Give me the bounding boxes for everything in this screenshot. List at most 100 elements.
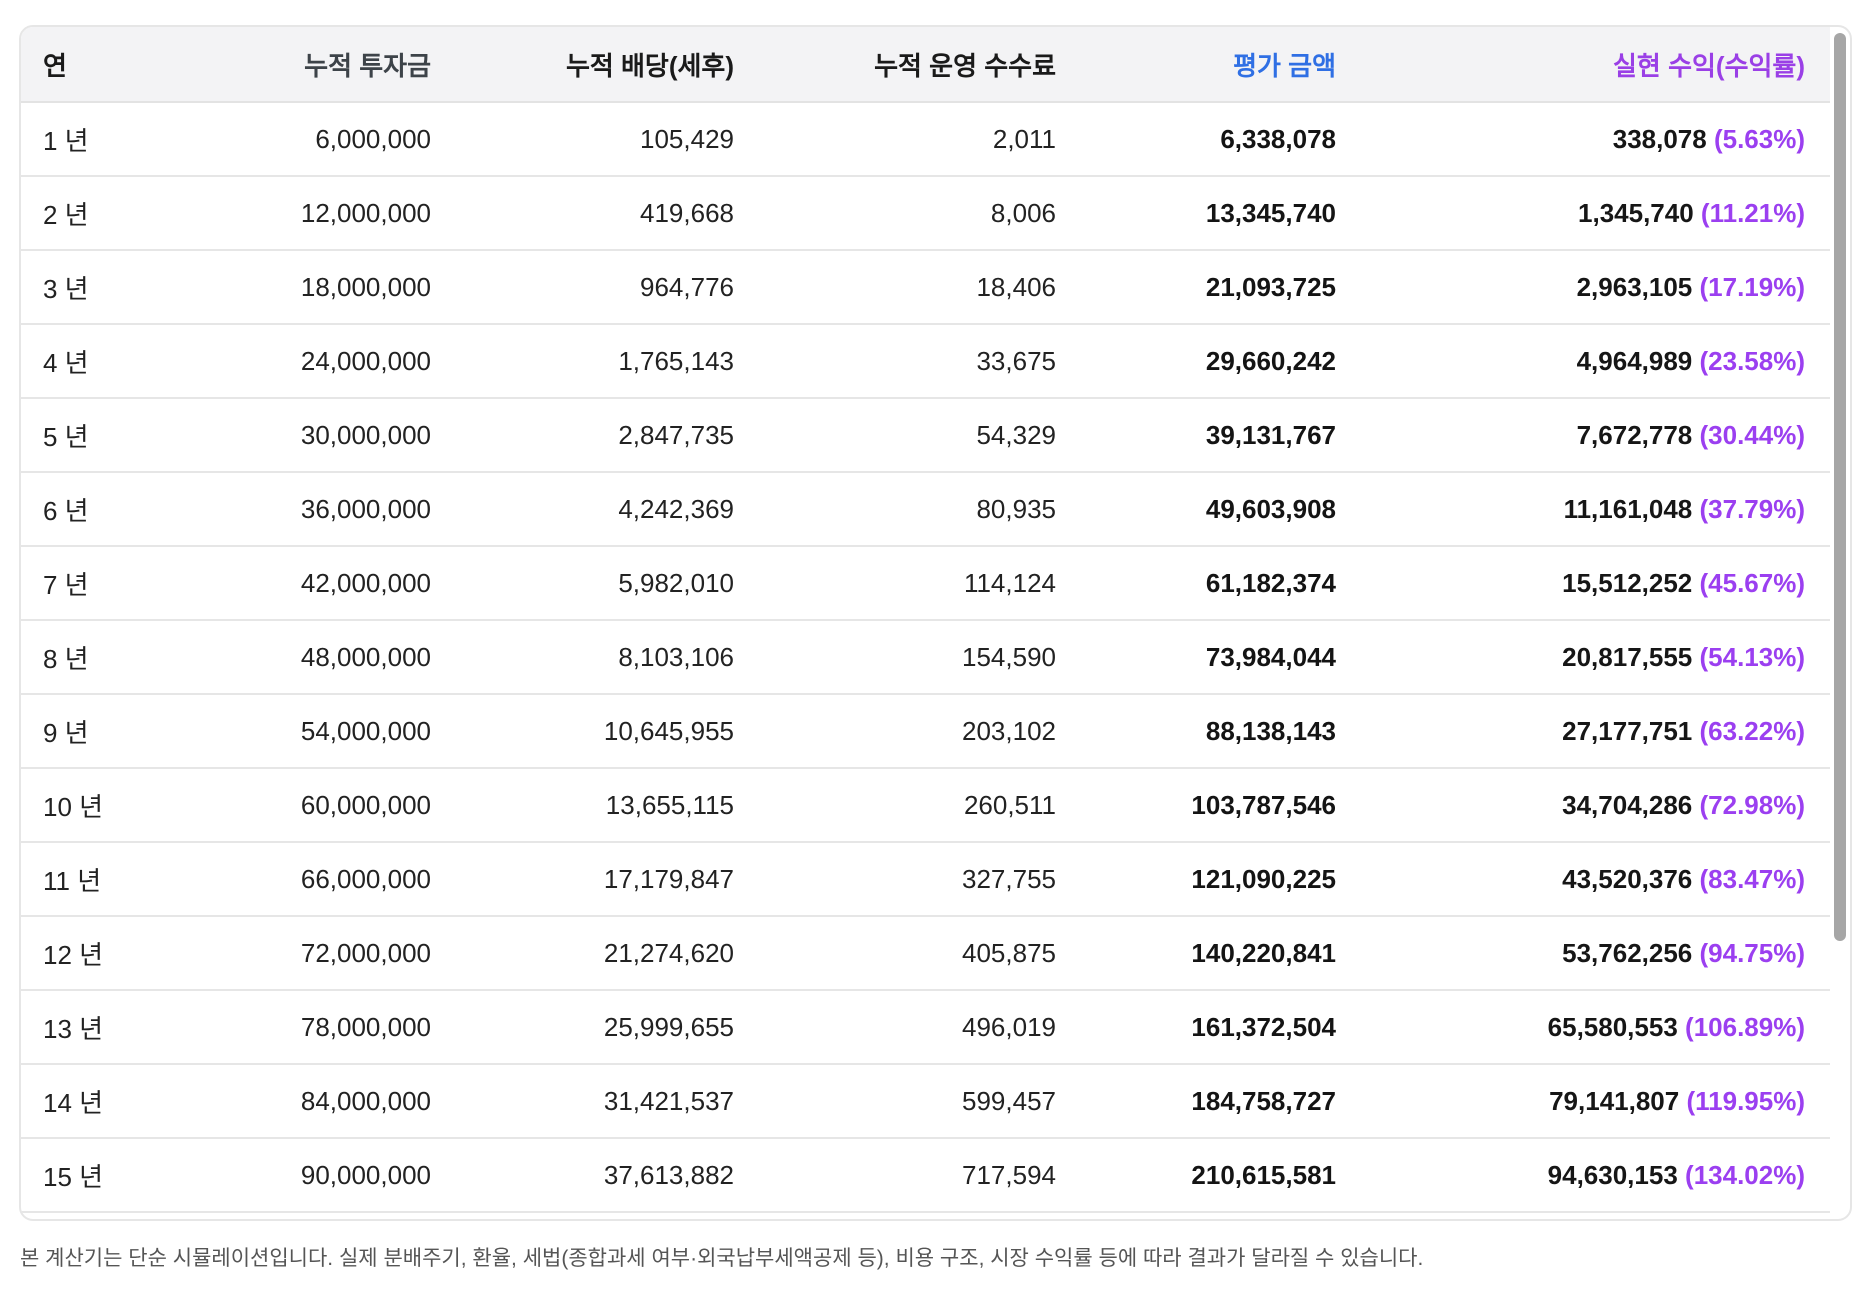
cell-fees: 260,511: [734, 768, 1056, 843]
table-row: 3 년 18,000,000 964,776 18,406 21,093,725 2,96…: [21, 250, 1830, 325]
cell-evaluation: 103,787,546: [1056, 768, 1336, 843]
cell-invested: 60,000,000: [191, 768, 431, 843]
cell-invested: 12,000,000: [191, 176, 431, 251]
cell-profit: 7,672,778 (30.44%): [1336, 398, 1830, 473]
cell-year: 15 년: [21, 1138, 191, 1213]
profit-amount: 1,345,740: [1578, 197, 1694, 228]
table-row: 6 년 36,000,000 4,242,369 80,935 49,603,908 11…: [21, 472, 1830, 547]
cell-evaluation: 88,138,143: [1056, 694, 1336, 769]
cell-invested: 24,000,000: [191, 324, 431, 399]
cell-dividends: 10,645,955: [431, 694, 734, 769]
disclaimer-text: 본 계산기는 단순 시뮬레이션입니다. 실제 분배주기, 환율, 세법(종합과세…: [20, 1247, 1424, 1270]
cell-fees: 80,935: [734, 472, 1056, 547]
cell-year: 7 년: [21, 546, 191, 621]
vertical-scrollbar[interactable]: [1834, 33, 1846, 1213]
cell-evaluation: 161,372,504: [1056, 990, 1336, 1065]
cell-profit: 94,630,153 (134.02%): [1336, 1138, 1830, 1213]
cell-dividends: 419,668: [431, 176, 734, 251]
cell-fees: 327,755: [734, 842, 1056, 917]
profit-amount: 34,704,286: [1562, 789, 1693, 820]
profit-rate: (106.89%): [1685, 1011, 1805, 1042]
profit-amount: 43,520,376: [1562, 863, 1693, 894]
cell-invested: 18,000,000: [191, 250, 431, 325]
cell-fees: 203,102: [734, 694, 1056, 769]
table-row: 1 년 6,000,000 105,429 2,011 6,338,078 338,078…: [21, 102, 1830, 177]
cell-fees: 18,406: [734, 250, 1056, 325]
cell-year: 10 년: [21, 768, 191, 843]
scrollbar-thumb[interactable]: [1834, 33, 1846, 941]
table-row: 13 년 78,000,000 25,999,655 496,019 161,372,5…: [21, 990, 1830, 1065]
cell-profit: 53,762,256 (94.75%): [1336, 916, 1830, 991]
cell-fees: 2,011: [734, 102, 1056, 177]
results-table-card: 연 누적 투자금 누적 배당(세후) 누적 운영 수수료 평가 금액 실현 수익…: [19, 25, 1852, 1221]
cell-year: 5 년: [21, 398, 191, 473]
profit-amount: 79,141,807: [1549, 1085, 1680, 1116]
profit-amount: 20,817,555: [1562, 641, 1693, 672]
profit-rate: (30.44%): [1699, 419, 1806, 450]
cell-year: 3 년: [21, 250, 191, 325]
profit-amount: 4,964,989: [1576, 345, 1693, 376]
cell-profit: 11,161,048 (37.79%): [1336, 472, 1830, 547]
table-header-row: 연 누적 투자금 누적 배당(세후) 누적 운영 수수료 평가 금액 실현 수익…: [21, 27, 1830, 103]
header-year: 연: [21, 27, 191, 103]
profit-amount: 11,161,048: [1563, 493, 1693, 524]
cell-year: 14 년: [21, 1064, 191, 1139]
table-row: 2 년 12,000,000 419,668 8,006 13,345,740 1,345…: [21, 176, 1830, 251]
profit-rate: (17.19%): [1699, 271, 1806, 302]
table-row: 12 년 72,000,000 21,274,620 405,875 140,220,8…: [21, 916, 1830, 991]
cell-invested: 66,000,000: [191, 842, 431, 917]
cell-profit: 4,964,989 (23.58%): [1336, 324, 1830, 399]
header-profit: 실현 수익(수익률): [1336, 27, 1830, 103]
cell-year: 9 년: [21, 694, 191, 769]
cell-profit: 27,177,751 (63.22%): [1336, 694, 1830, 769]
cell-dividends: 105,429: [431, 102, 734, 177]
cell-fees: 54,329: [734, 398, 1056, 473]
header-dividends: 누적 배당(세후): [431, 27, 734, 103]
profit-rate: (11.21%): [1700, 197, 1805, 228]
cell-empty: [1056, 1212, 1336, 1219]
profit-rate: (5.63%): [1713, 123, 1805, 154]
cell-evaluation: 61,182,374: [1056, 546, 1336, 621]
cell-fees: 717,594: [734, 1138, 1056, 1213]
cell-empty: [734, 1212, 1056, 1219]
cell-evaluation: 210,615,581: [1056, 1138, 1336, 1213]
cell-year: 2 년: [21, 176, 191, 251]
cell-profit: 338,078 (5.63%): [1336, 102, 1830, 177]
cell-profit: 65,580,553 (106.89%): [1336, 990, 1830, 1065]
profit-amount: 27,177,751: [1562, 715, 1693, 746]
cell-dividends: 964,776: [431, 250, 734, 325]
cell-invested: 6,000,000: [191, 102, 431, 177]
cell-empty: [191, 1212, 431, 1219]
cell-invested: 42,000,000: [191, 546, 431, 621]
cell-invested: 84,000,000: [191, 1064, 431, 1139]
profit-amount: 338,078: [1612, 123, 1707, 154]
table-row: 5 년 30,000,000 2,847,735 54,329 39,131,767 7,…: [21, 398, 1830, 473]
header-evaluation: 평가 금액: [1056, 27, 1336, 103]
cell-year: 4 년: [21, 324, 191, 399]
table-scroll-area[interactable]: 연 누적 투자금 누적 배당(세후) 누적 운영 수수료 평가 금액 실현 수익…: [21, 27, 1830, 1219]
cell-year: 13 년: [21, 990, 191, 1065]
header-fees: 누적 운영 수수료: [734, 27, 1056, 103]
cell-fees: 8,006: [734, 176, 1056, 251]
profit-rate: (72.98%): [1699, 789, 1806, 820]
cell-invested: 72,000,000: [191, 916, 431, 991]
table-row: 10 년 60,000,000 13,655,115 260,511 103,787,5…: [21, 768, 1830, 843]
cell-year: 1 년: [21, 102, 191, 177]
cell-invested: 54,000,000: [191, 694, 431, 769]
cell-invested: 30,000,000: [191, 398, 431, 473]
cell-evaluation: 6,338,078: [1056, 102, 1336, 177]
profit-rate: (45.67%): [1699, 567, 1806, 598]
cell-dividends: 2,847,735: [431, 398, 734, 473]
profit-amount: 2,963,105: [1576, 271, 1693, 302]
table-row: 4 년 24,000,000 1,765,143 33,675 29,660,242 4,…: [21, 324, 1830, 399]
profit-amount: 65,580,553: [1547, 1011, 1678, 1042]
cell-evaluation: 13,345,740: [1056, 176, 1336, 251]
cell-invested: 90,000,000: [191, 1138, 431, 1213]
cell-evaluation: 49,603,908: [1056, 472, 1336, 547]
cell-dividends: 25,999,655: [431, 990, 734, 1065]
cell-fees: 599,457: [734, 1064, 1056, 1139]
table-row: 7 년 42,000,000 5,982,010 114,124 61,182,374 1…: [21, 546, 1830, 621]
cell-profit: 79,141,807 (119.95%): [1336, 1064, 1830, 1139]
cell-dividends: 1,765,143: [431, 324, 734, 399]
cell-dividends: 17,179,847: [431, 842, 734, 917]
